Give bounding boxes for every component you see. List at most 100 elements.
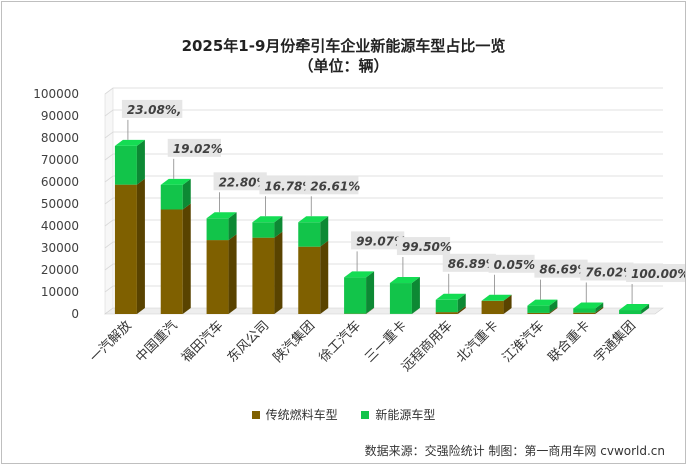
bar-nev-side: [595, 302, 604, 313]
data-label-box: [259, 176, 313, 195]
data-label: 23.08%,: [127, 103, 182, 117]
data-label: 0.05%: [494, 258, 536, 272]
legend-label-traditional: 传统燃料车型: [265, 408, 338, 422]
bar-top: [114, 139, 145, 146]
legend: 传统燃料车型 新能源车型: [2, 406, 685, 423]
bar-top: [160, 178, 191, 185]
gridline: [104, 109, 663, 117]
data-label-box: [167, 138, 221, 157]
bar-traditional: [435, 312, 458, 314]
gridline: [104, 131, 663, 139]
data-label: 99.50%: [402, 240, 452, 254]
data-label-box: [580, 262, 634, 281]
data-label: 16.78%: [264, 179, 314, 193]
data-label-box: [442, 253, 496, 272]
bar-traditional: [527, 312, 550, 314]
data-label-box: [626, 264, 685, 283]
x-category-label: 陕汽集团: [270, 318, 318, 366]
data-label: 76.02%: [585, 266, 635, 280]
bar-nev-side: [503, 294, 512, 301]
data-label: 22.80%: [219, 175, 269, 189]
bar-traditional-side: [503, 294, 512, 314]
x-category-label: 一汽解放: [87, 318, 134, 365]
data-label-box: [121, 99, 183, 118]
bar-nev: [619, 310, 642, 314]
bar-traditional: [160, 209, 183, 314]
bar-nev-side: [411, 277, 420, 314]
data-label-box: [488, 254, 535, 273]
x-category-label: 中国重汽: [132, 318, 180, 366]
y-tick-label: 0: [71, 307, 79, 321]
bar-nev-side: [457, 293, 466, 313]
bar-nev: [252, 222, 275, 238]
bar-top: [527, 299, 558, 306]
data-source-note: 数据来源：交强险统计 制图：第一商用车网 cvworld.cn: [364, 444, 665, 458]
bar-top: [344, 271, 375, 278]
bar-traditional-side: [595, 306, 604, 314]
chart-subtitle: （单位：辆）: [298, 57, 389, 75]
floor: [104, 307, 664, 315]
data-label: 100.00%: [631, 267, 685, 281]
bar-traditional-side: [549, 306, 558, 314]
x-category-label: 宇通集团: [591, 318, 639, 366]
stacked-bar-chart: 0 10000 20000 30000 40000 50000 60000 70000 8000…: [33, 87, 685, 375]
y-tick-label: 90000: [41, 109, 79, 123]
bar-nev-side: [136, 139, 145, 185]
legend-item-traditional: 传统燃料车型: [251, 406, 338, 423]
bar-top: [619, 304, 650, 311]
y-tick-label: 50000: [41, 197, 79, 211]
x-category-label: 北汽重卡: [453, 318, 501, 366]
bar-traditional: [481, 300, 504, 314]
bar-traditional: [206, 240, 229, 314]
bar-nev: [573, 308, 596, 313]
gridline: [104, 87, 663, 95]
bar-top: [252, 216, 283, 223]
legend-swatch-traditional: [251, 411, 260, 419]
bar-traditional-side: [320, 240, 329, 314]
data-label: 26.61%: [310, 179, 360, 193]
bar-nev-side: [549, 299, 558, 313]
gridline: [104, 175, 663, 183]
bar-top: [435, 293, 466, 300]
y-tick-label: 30000: [41, 241, 79, 255]
bar-nev-side: [320, 216, 329, 247]
legend-label-nev: 新能源车型: [375, 408, 436, 422]
bar-traditional-side: [411, 307, 420, 314]
data-label: 86.89%: [448, 257, 498, 271]
bar-traditional: [298, 246, 321, 314]
x-category-label: 福田汽车: [178, 318, 226, 366]
bar-traditional: [252, 237, 275, 314]
y-tick-label: 70000: [41, 153, 79, 167]
bar-nev-side: [366, 271, 375, 314]
y-tick-label: 40000: [41, 219, 79, 233]
gridline: [104, 219, 663, 227]
data-label-box: [534, 259, 588, 278]
bar-nev: [206, 218, 229, 241]
bar-traditional-side: [366, 307, 375, 314]
gridline: [104, 241, 663, 249]
bar-traditional: [573, 312, 596, 314]
bar-nev-side: [274, 216, 283, 238]
bar-nev: [435, 299, 458, 313]
bar-top: [389, 277, 420, 284]
bar-nev: [344, 277, 367, 314]
bar-traditional-side: [228, 234, 237, 314]
bar-nev: [114, 145, 137, 185]
y-tick-label: 60000: [41, 175, 79, 189]
bar-traditional-side: [457, 306, 466, 314]
data-label-box: [396, 237, 451, 256]
x-category-label: 东风公司: [225, 318, 272, 365]
legend-swatch-nev: [361, 411, 370, 419]
gridline: [104, 285, 663, 293]
bar-nev: [160, 184, 183, 210]
gridline: [104, 197, 663, 205]
x-category-label: 联合重卡: [545, 318, 593, 366]
bar-top: [298, 216, 329, 223]
data-label: 99.07%: [356, 234, 406, 248]
y-tick-label: 10000: [41, 285, 79, 299]
data-label: 19.02%: [173, 142, 223, 156]
bar-nev-side: [182, 178, 191, 210]
bar-nev: [389, 283, 412, 314]
y-tick-label: 100000: [33, 87, 79, 101]
